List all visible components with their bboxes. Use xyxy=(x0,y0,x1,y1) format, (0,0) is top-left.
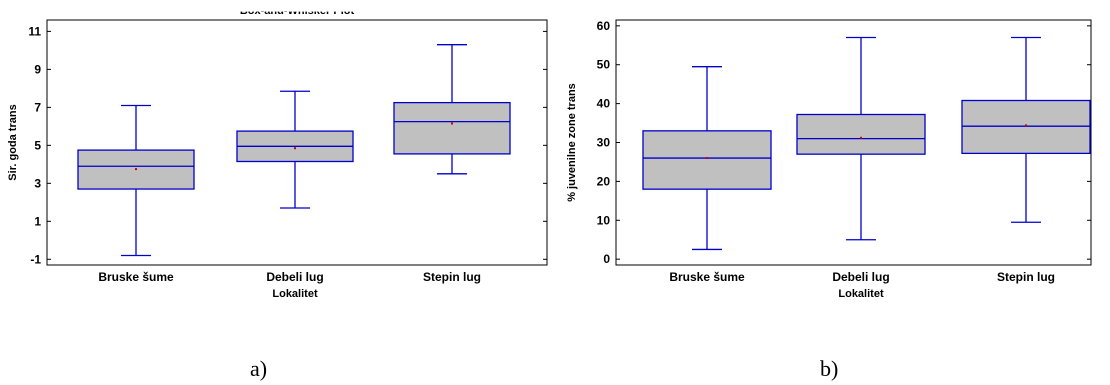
y-tick-label: 5 xyxy=(34,138,41,152)
mean-marker xyxy=(1025,124,1027,127)
category-label: Debeli lug xyxy=(266,270,323,284)
x-axis-title: Lokalitet xyxy=(272,288,318,300)
y-tick-label: 9 xyxy=(34,62,41,76)
category-label: Bruske šume xyxy=(98,270,174,284)
mean-marker xyxy=(451,122,453,125)
y-tick-label: 11 xyxy=(28,24,41,38)
caption-b: b) xyxy=(820,356,839,381)
box-plot-b: 0 10 20 30 40 50 60 % juvenilne zone trans Brusk… xyxy=(566,19,1092,300)
iqr-box xyxy=(961,99,1091,155)
chart-title: Box-and-Whisker Plot xyxy=(240,5,355,17)
category-label: Stepin lug xyxy=(997,270,1055,284)
mean-marker xyxy=(135,168,137,171)
plot-frame xyxy=(46,19,548,266)
mean-marker xyxy=(860,136,862,139)
category-label: Debeli lug xyxy=(832,270,889,284)
chart-panel-a: Box-and-Whisker Plot -1 1 3 5 7 9 11 Sir. goda t… xyxy=(7,0,548,300)
caption-a: a) xyxy=(250,356,268,381)
y-tick-label: 60 xyxy=(597,19,611,33)
iqr-box xyxy=(393,101,511,155)
iqr-box xyxy=(796,113,926,155)
y-tick-label: 40 xyxy=(597,97,611,111)
mean-marker xyxy=(706,157,708,160)
y-tick-label: 7 xyxy=(34,100,41,114)
y-axis-title: Sir. goda trans xyxy=(7,104,19,180)
x-axis-title: Lokalitet xyxy=(838,288,884,300)
chart-panel-b: 0 10 20 30 40 50 60 % juvenilne zone trans Brusk… xyxy=(555,0,1110,385)
y-tick-label: 30 xyxy=(597,136,611,150)
y-tick-label: 0 xyxy=(603,252,610,266)
y-tick-label: 1 xyxy=(34,214,41,228)
box-plot-a: Box-and-Whisker Plot -1 1 3 5 7 9 11 Sir. goda t… xyxy=(7,0,548,300)
y-tick-label: 10 xyxy=(597,213,611,227)
mean-marker xyxy=(294,147,296,150)
y-tick-label: 3 xyxy=(34,176,41,190)
y-tick-label: 20 xyxy=(597,174,611,188)
category-label: Stepin lug xyxy=(423,270,481,284)
y-tick-label: -1 xyxy=(30,252,41,266)
iqr-box xyxy=(642,130,772,190)
category-label: Bruske šume xyxy=(669,270,745,284)
y-axis-title: % juvenilne zone trans xyxy=(566,83,578,202)
y-tick-label: 50 xyxy=(597,58,611,72)
